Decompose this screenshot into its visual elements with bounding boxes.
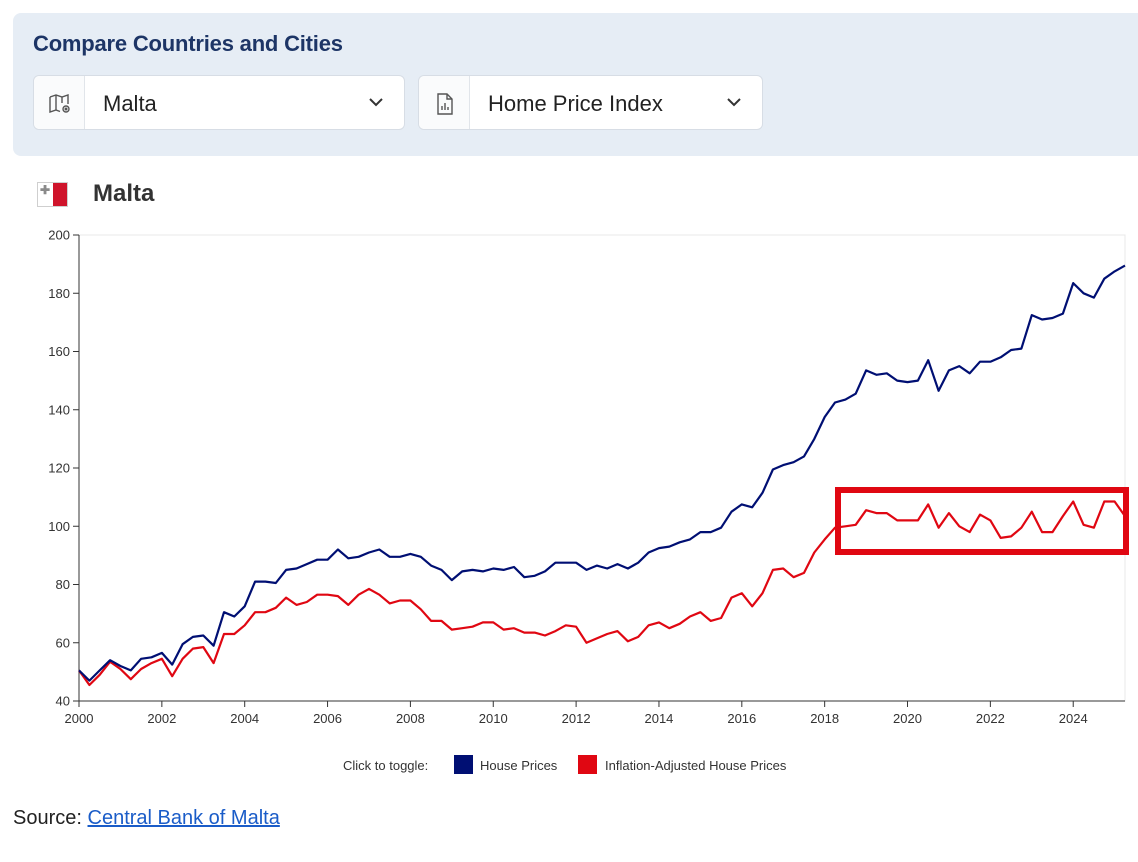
x-tick-label: 2006: [313, 711, 342, 726]
x-tick-label: 2008: [396, 711, 425, 726]
metric-select[interactable]: Home Price Index: [418, 75, 763, 130]
metric-select-value: Home Price Index: [488, 91, 663, 116]
legend-label[interactable]: Inflation-Adjusted House Prices: [605, 758, 787, 773]
y-tick-label: 80: [56, 577, 70, 592]
source-line: Source: Central Bank of Malta: [13, 807, 280, 830]
series-line-house-prices: [78, 264, 1126, 682]
x-tick-label: 2002: [147, 711, 176, 726]
x-tick-label: 2000: [65, 711, 94, 726]
y-tick-label: 140: [48, 402, 70, 417]
series-line-inflation-adjusted: [78, 500, 1126, 687]
region-select-value: Malta: [103, 91, 157, 116]
x-tick-label: 2022: [976, 711, 1005, 726]
x-tick-label: 2010: [479, 711, 508, 726]
home-price-chart: 40 60 80 100 120 140 160 180 200 2000 2002 2004 2006…: [48, 228, 1126, 774]
x-tick-label: 2020: [893, 711, 922, 726]
x-tick-label: 2016: [727, 711, 756, 726]
y-tick-label: 120: [48, 461, 70, 476]
highlight-box: [835, 487, 1129, 555]
y-tick-label: 200: [48, 228, 70, 243]
chevron-down-icon: [727, 98, 741, 107]
source-link[interactable]: Central Bank of Malta: [87, 807, 280, 829]
region-select[interactable]: Malta: [33, 75, 405, 130]
legend-prompt: Click to toggle:: [343, 758, 428, 773]
x-tick-label: 2024: [1059, 711, 1088, 726]
chart-document-icon: [419, 76, 470, 129]
compare-panel: Compare Countries and Cities Malta: [13, 13, 1138, 156]
y-tick-label: 100: [48, 519, 70, 534]
x-tick-label: 2014: [644, 711, 673, 726]
x-tick-label: 2004: [230, 711, 259, 726]
y-tick-label: 160: [48, 344, 70, 359]
map-pin-icon: [34, 76, 85, 129]
y-tick-label: 60: [56, 635, 70, 650]
legend-swatch[interactable]: [578, 755, 597, 774]
source-label: Source:: [13, 807, 82, 829]
plot-frame: [78, 234, 1126, 702]
y-tick-label: 180: [48, 286, 70, 301]
malta-flag: ✚: [37, 182, 68, 207]
country-title: Malta: [93, 180, 155, 207]
x-tick-label: 2012: [562, 711, 591, 726]
x-tick-label: 2018: [810, 711, 839, 726]
legend-label[interactable]: House Prices: [480, 758, 558, 773]
chevron-down-icon: [369, 98, 383, 107]
panel-title: Compare Countries and Cities: [33, 31, 343, 56]
y-tick-label: 40: [56, 694, 70, 709]
legend-swatch[interactable]: [454, 755, 473, 774]
